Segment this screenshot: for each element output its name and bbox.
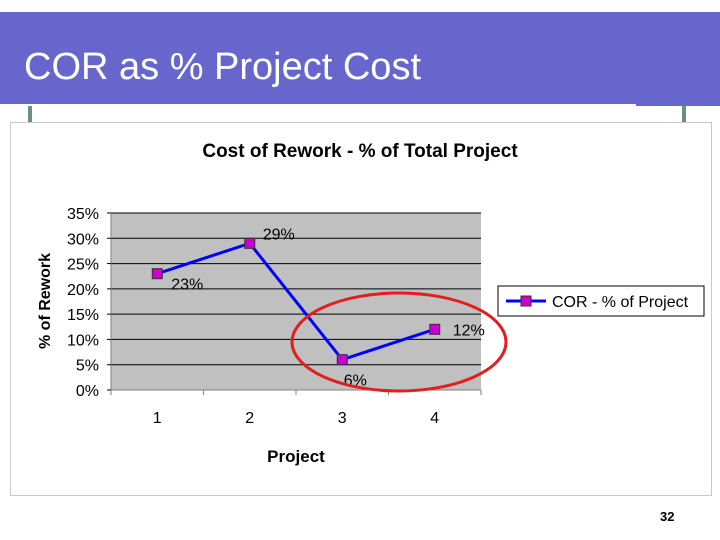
legend: COR - % of Project bbox=[497, 285, 705, 317]
data-point bbox=[429, 323, 441, 335]
y-tick-label: 25% bbox=[67, 257, 99, 274]
left-accent-tick bbox=[28, 106, 32, 124]
slide-title: COR as % Project Cost bbox=[24, 46, 421, 88]
y-axis-ticks: 0% 5% 10% 15% 20% 25% 30% 35% bbox=[67, 206, 111, 400]
y-tick-label: 5% bbox=[76, 358, 99, 375]
series-line bbox=[156, 241, 436, 362]
x-axis-ticks: 1 2 3 4 bbox=[110, 390, 482, 427]
x-tick-label: 1 bbox=[153, 410, 162, 427]
chart-title: Cost of Rework - % of Total Project bbox=[202, 141, 518, 162]
title-underline bbox=[0, 104, 636, 108]
x-tick-label: 2 bbox=[245, 410, 254, 427]
x-axis-label: Project bbox=[267, 447, 325, 466]
y-tick-label: 30% bbox=[67, 231, 99, 248]
y-tick-label: 35% bbox=[67, 206, 99, 223]
legend-marker bbox=[520, 295, 532, 307]
y-tick-label: 0% bbox=[76, 383, 99, 400]
data-point bbox=[151, 268, 163, 280]
data-label: 29% bbox=[263, 226, 295, 243]
slide-header: COR as % Project Cost bbox=[0, 12, 720, 108]
data-label: 23% bbox=[171, 277, 203, 294]
x-tick-label: 3 bbox=[338, 410, 347, 427]
y-tick-label: 10% bbox=[67, 332, 99, 349]
slide-number: 32 bbox=[660, 509, 675, 524]
data-point bbox=[336, 354, 348, 366]
data-point bbox=[244, 237, 256, 249]
highlight-ellipse bbox=[290, 291, 508, 393]
data-labels: 23%29%6%12% bbox=[171, 226, 485, 389]
x-tick-label: 4 bbox=[430, 410, 439, 427]
y-tick-label: 15% bbox=[67, 307, 99, 324]
y-tick-label: 20% bbox=[67, 282, 99, 299]
series-group bbox=[151, 237, 441, 366]
data-label: 12% bbox=[453, 322, 485, 339]
legend-label: COR - % of Project bbox=[552, 294, 689, 311]
y-axis-label: % of Rework bbox=[37, 253, 54, 349]
right-accent-tick bbox=[682, 106, 686, 124]
